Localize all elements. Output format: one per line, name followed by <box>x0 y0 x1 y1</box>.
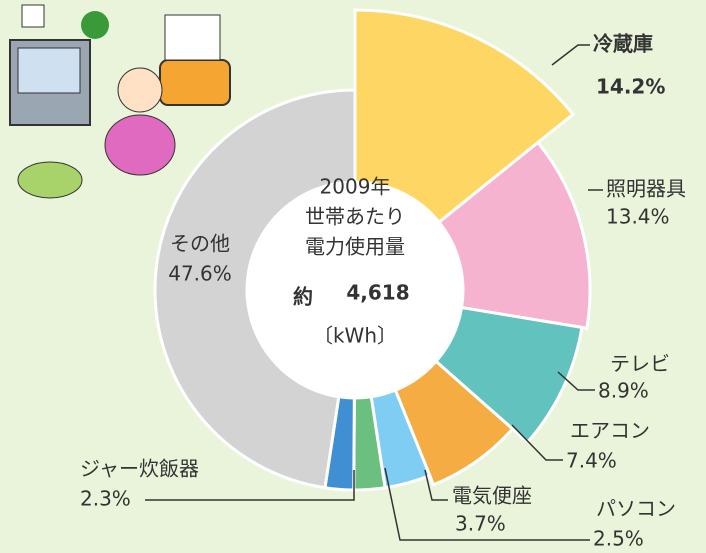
center-prefix: 約 <box>293 285 313 309</box>
category-label: 照明器具 <box>606 177 686 201</box>
category-label: エアコン <box>570 419 650 443</box>
sofa <box>160 60 230 105</box>
value-label: 7.4% <box>566 449 617 473</box>
value-label: 2.3% <box>80 487 131 511</box>
category-label: 電気便座 <box>452 484 532 508</box>
value-label: 47.6% <box>168 262 232 286</box>
person-body <box>105 115 175 175</box>
category-label: 冷蔵庫 <box>593 32 653 56</box>
clock <box>22 5 44 27</box>
center-unit: 〔kWh〕 <box>313 324 397 348</box>
clothes <box>18 162 82 198</box>
value-label: 8.9% <box>598 379 649 403</box>
category-label: ジャー炊飯器 <box>80 457 199 481</box>
person-head <box>118 68 162 112</box>
value-label: 13.4% <box>606 205 670 229</box>
chart: 冷蔵庫 14.2% 照明器具 13.4% テレビ 8.9% エアコン 7.4% 電気便座 3.7%… <box>0 0 706 553</box>
category-label: その他 <box>170 232 230 256</box>
tv-screen <box>18 48 80 93</box>
category-label: テレビ <box>610 352 670 376</box>
value-label: 3.7% <box>455 512 506 536</box>
value-label: 2.5% <box>593 527 644 551</box>
window <box>165 15 220 60</box>
plant <box>81 11 109 39</box>
center-value: 4,618 <box>346 281 409 305</box>
leader-line <box>552 45 590 65</box>
category-label: パソコン <box>596 497 676 521</box>
center-text: 2009年 <box>320 175 391 199</box>
center-text: 世帯あたり <box>305 205 405 229</box>
value-label: 14.2% <box>596 75 665 99</box>
center-text: 電力使用量 <box>305 235 405 259</box>
